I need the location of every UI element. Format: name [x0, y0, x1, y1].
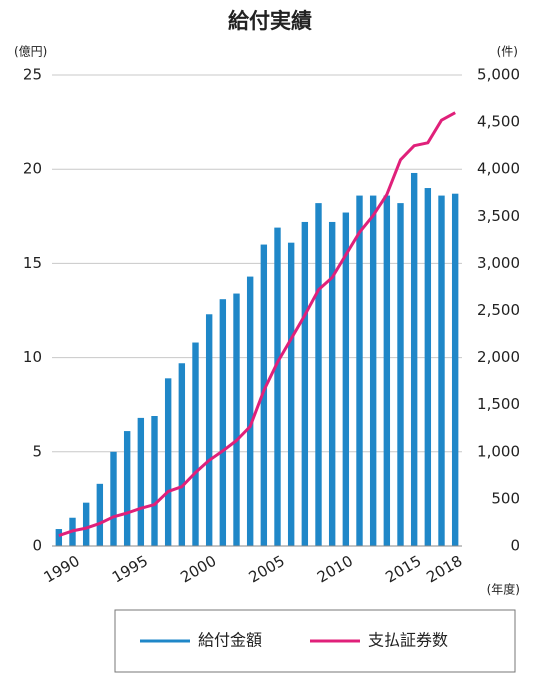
chart-title: 給付実績: [228, 9, 312, 33]
y-tick-label: 15: [23, 254, 42, 272]
y2-tick-label: 2,000: [477, 348, 520, 366]
y2-tick-label: 3,000: [477, 254, 520, 272]
bar: [328, 221, 336, 546]
y-tick-label: 0: [32, 537, 42, 555]
y2-tick-label: 4,500: [477, 113, 520, 131]
bar: [342, 212, 350, 547]
bar: [383, 195, 391, 547]
bar: [205, 314, 213, 546]
legend-label: 給付金額: [198, 631, 262, 650]
x-tick-label: 2000: [177, 552, 219, 587]
x-tick-label: 2018: [423, 552, 465, 587]
bar: [424, 188, 432, 547]
y2-tick-label: 0: [510, 537, 520, 555]
bar: [287, 242, 295, 546]
bar: [260, 244, 268, 546]
x-tick-label: 2015: [382, 552, 424, 587]
bar: [110, 451, 117, 546]
y2-axis-title: (件): [497, 45, 518, 59]
bar: [233, 293, 240, 546]
y-tick-label: 20: [23, 160, 42, 178]
x-tick-label: 1995: [109, 552, 151, 587]
bar: [246, 276, 254, 546]
y-tick-label: 25: [23, 66, 42, 84]
bar: [96, 483, 104, 546]
bar: [178, 363, 186, 546]
x-tick-label: 2005: [246, 552, 288, 587]
y2-tick-label: 1,500: [477, 395, 520, 413]
y-tick-label: 10: [23, 348, 42, 366]
y2-tick-label: 2,500: [477, 301, 520, 319]
bar: [151, 416, 158, 546]
bar: [438, 195, 445, 547]
bar: [123, 431, 131, 546]
bar: [301, 221, 309, 546]
y2-tick-label: 3,500: [477, 207, 520, 225]
y2-tick-label: 5,000: [477, 66, 520, 84]
bar: [369, 195, 377, 547]
legend-box: [114, 609, 516, 673]
bar: [451, 193, 459, 546]
bar: [55, 529, 63, 546]
bar: [356, 195, 363, 547]
x-axis-title: (年度): [487, 582, 520, 597]
legend-label: 支払証券数: [368, 631, 448, 650]
bar: [164, 378, 172, 546]
bar: [397, 203, 404, 546]
bar: [410, 172, 418, 546]
y-axis-title: (億円): [14, 45, 47, 59]
bar: [219, 299, 227, 546]
bar: [82, 502, 90, 546]
y2-tick-label: 1,000: [477, 442, 520, 460]
bar: [315, 203, 322, 546]
bar: [274, 227, 281, 546]
y-tick-label: 5: [32, 442, 42, 460]
x-tick-label: 1990: [41, 552, 83, 587]
bar: [192, 342, 199, 546]
bar: [137, 417, 145, 546]
y2-tick-label: 500: [491, 489, 520, 507]
x-tick-label: 2010: [314, 552, 356, 587]
line: [58, 111, 456, 538]
y2-tick-label: 4,000: [477, 160, 520, 178]
